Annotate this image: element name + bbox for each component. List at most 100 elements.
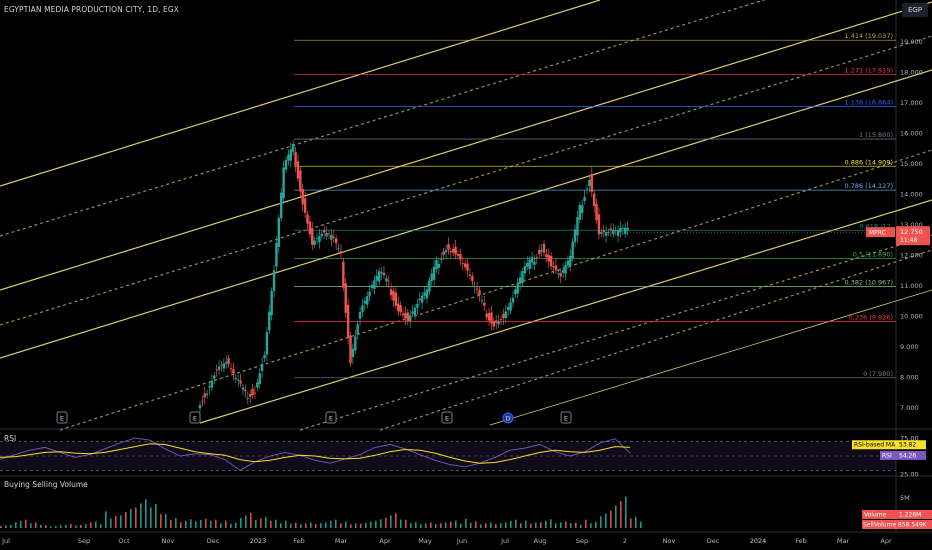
- volume-bar: [295, 522, 297, 528]
- candle-body: [425, 289, 429, 299]
- fibonacci-retracement: 0 (7.980) 0.236 (9.826) 0.382 (10.967) 0.5 …: [294, 32, 896, 379]
- volume-bar: [535, 522, 537, 528]
- candle-body: [533, 261, 536, 265]
- candle-body: [217, 366, 221, 370]
- volume-bar: [360, 523, 362, 528]
- rsi-pane[interactable]: 75.00 25.00 RSI-based MA 53.82 RSI 54.26: [0, 435, 926, 479]
- earnings-icon: [560, 411, 572, 424]
- rsi-badge: [880, 450, 896, 460]
- volume-bar: [165, 514, 167, 528]
- candle-body: [437, 263, 441, 268]
- candle-body: [258, 373, 261, 384]
- candle-body: [275, 242, 278, 267]
- price-tick-label: 19.000: [900, 38, 923, 46]
- candle-body: [483, 302, 486, 306]
- volume-bar: [495, 524, 497, 528]
- candle-body: [346, 304, 350, 338]
- price-axis[interactable]: 19.000 18.000 17.000 16.000 15.000 14.000 13.0…: [866, 38, 930, 412]
- volume-bar: [290, 523, 292, 528]
- candle-body: [478, 290, 481, 296]
- candle-body: [389, 289, 393, 296]
- candle-body: [463, 263, 467, 268]
- candle-body: [588, 179, 591, 186]
- volume-pane-label[interactable]: Buying Selling Volume: [4, 480, 88, 489]
- price-tick-label: 10.000: [900, 313, 923, 321]
- currency-badge[interactable]: EGP: [902, 3, 928, 17]
- fib-level-label: 1.414 (19.037): [845, 32, 894, 40]
- price-candles: [198, 140, 629, 412]
- price-tick-label: 7.000: [900, 404, 919, 412]
- candle-body: [205, 393, 209, 396]
- candle-body: [308, 221, 312, 235]
- candle-body: [430, 273, 433, 282]
- earnings-icon: [56, 411, 68, 424]
- candle-body: [337, 248, 340, 250]
- volume-bar: [280, 523, 282, 528]
- candle-body: [213, 375, 216, 379]
- volume-bar: [245, 515, 247, 528]
- volume-bar: [445, 522, 447, 528]
- candle-body: [492, 320, 496, 327]
- candle-body: [619, 227, 622, 233]
- candle-body: [540, 250, 543, 252]
- price-tick-label: 9.000: [900, 343, 919, 351]
- rsi-pane-label[interactable]: RSI: [4, 434, 17, 443]
- volume-bar: [630, 518, 632, 528]
- candle-body: [227, 358, 230, 365]
- time-tick-label: Aug: [534, 537, 547, 545]
- candle-body: [320, 233, 324, 236]
- time-axis[interactable]: Jul Sep Oct Nov Dec 2023 Feb Mar Apr May Jun Jul Aug…: [1, 537, 892, 545]
- volume-bar: [560, 522, 562, 528]
- volume-bar: [345, 521, 347, 528]
- candle-body: [475, 288, 479, 290]
- candle-body: [306, 214, 309, 224]
- candle-body: [542, 244, 546, 253]
- event-marker-label: E: [193, 415, 197, 423]
- candle-body: [624, 227, 627, 234]
- candle-body: [440, 259, 443, 261]
- candle-body: [339, 250, 343, 254]
- time-tick-label: Jul: [500, 537, 509, 545]
- candle-body: [303, 198, 307, 213]
- volume-bar: [215, 519, 217, 528]
- channel-line: [489, 289, 932, 426]
- volume-bar: [615, 505, 617, 528]
- volume-bar: [255, 520, 257, 528]
- volume-bar: [640, 521, 642, 528]
- volume-bar: [470, 522, 472, 528]
- candle-body: [239, 380, 242, 384]
- volume-bar: [315, 524, 317, 528]
- candle-body: [571, 241, 574, 259]
- candle-body: [282, 167, 285, 199]
- volume-bar: [515, 519, 517, 528]
- candle-body: [380, 272, 383, 274]
- candle-body: [349, 335, 352, 364]
- candle-body: [616, 230, 620, 236]
- chart-title[interactable]: EGYPTIAN MEDIA PRODUCTION CITY, 1D, EGX: [4, 5, 180, 14]
- volume-bar: [160, 514, 162, 528]
- volume-bar: [575, 522, 577, 528]
- candle-body: [409, 315, 412, 321]
- time-tick-label: 2024: [750, 537, 767, 545]
- candle-body: [442, 251, 445, 255]
- volume-bar: [270, 520, 272, 528]
- time-tick-label: Sep: [78, 537, 90, 545]
- event-marker-label: E: [445, 415, 449, 423]
- candle-body: [315, 238, 319, 240]
- candle-body: [502, 313, 505, 319]
- time-tick-label: Oct: [118, 537, 130, 545]
- volume-bar: [530, 523, 532, 528]
- candle-body: [287, 154, 290, 161]
- candle-body: [399, 305, 402, 313]
- fib-level-label: 0.786 (14.127): [845, 182, 894, 190]
- candle-body: [614, 230, 617, 231]
- time-tick-label: Apr: [379, 537, 391, 545]
- candle-body: [530, 256, 534, 263]
- volume-bar: [610, 510, 612, 528]
- earnings-icon: [325, 411, 337, 424]
- channel-line: [0, 0, 766, 237]
- channel-line: [379, 249, 932, 431]
